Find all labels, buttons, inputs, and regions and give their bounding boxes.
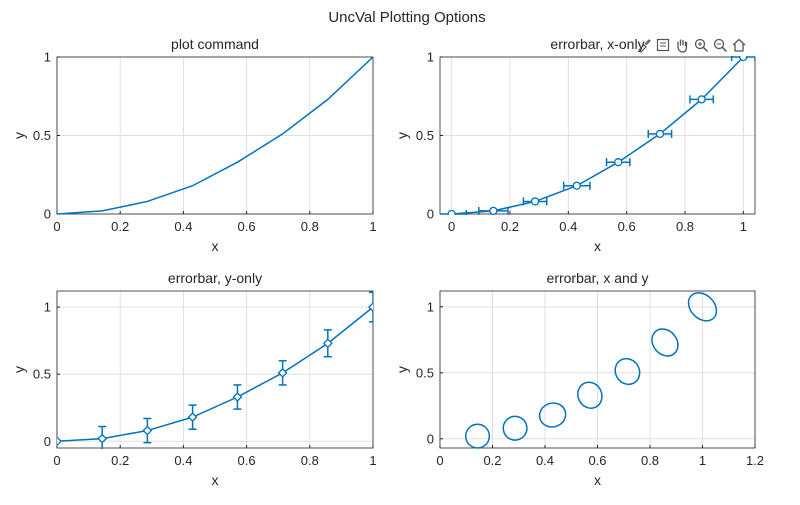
x-tick-label: 0.4: [174, 219, 192, 234]
x-tick-label: 0.2: [111, 453, 129, 468]
y-tick-label: 0: [44, 207, 51, 222]
data-point: [142, 425, 153, 436]
data-point: [697, 95, 706, 104]
data-point: [530, 197, 540, 206]
axes-3: 0 0.2 0.4 0.6 0.8 1 0 0.5 1 errorbar, y-only x y: [11, 270, 377, 488]
data-point: [489, 206, 498, 215]
x-axis-label: x: [212, 472, 219, 488]
y-tick-label: 1: [427, 299, 434, 314]
figure-title: UncVal Plotting Options: [328, 9, 485, 26]
x-axis-label: x: [594, 238, 601, 254]
y-tick-label: 1: [44, 300, 51, 315]
axes-title: errorbar, x and y: [547, 270, 649, 286]
x-tick-label: 0.8: [301, 219, 319, 234]
uncertainty-ellipse: [614, 357, 641, 386]
data-layer: [440, 56, 755, 215]
x-axis-label: x: [594, 472, 601, 488]
series-line: [451, 56, 744, 215]
data-point: [322, 338, 333, 349]
brush-icon[interactable]: [636, 37, 652, 53]
uncertainty-ellipse: [502, 415, 528, 441]
x-tick-label: 0.6: [238, 219, 256, 234]
x-tick-label: 0.6: [238, 453, 256, 468]
home-icon[interactable]: [731, 37, 747, 53]
axes-title: errorbar, x-only: [550, 36, 644, 52]
zoom-in-icon[interactable]: [693, 37, 709, 53]
y-tick-label: 1: [44, 50, 51, 65]
y-tick-label: 0.5: [416, 128, 434, 143]
uncertainty-ellipse: [651, 328, 679, 357]
data-layer: [464, 292, 718, 449]
data-point: [655, 129, 665, 139]
series-line: [57, 56, 373, 215]
y-tick-label: 0.5: [33, 128, 51, 143]
x-tick-label: 0: [448, 219, 455, 234]
x-tick-label: 0: [53, 453, 60, 468]
y-axis-label: y: [394, 366, 410, 373]
x-tick-label: 1: [369, 219, 376, 234]
x-tick-label: 0.4: [174, 453, 192, 468]
axes-1: 0 0.2 0.4 0.6 0.8 1 0 0.5 1 plot command x y: [11, 36, 377, 254]
x-tick-label: 0.2: [501, 219, 519, 234]
axes-2: 0 0.2 0.4 0.6 0.8 1 0 0.5 1 errorbar, x-only x y: [394, 36, 756, 254]
plot-area: [57, 291, 373, 448]
data-point: [187, 412, 198, 423]
uncertainty-ellipse: [538, 402, 567, 428]
y-tick-label: 0.5: [33, 367, 51, 382]
x-tick-label: 1: [740, 219, 747, 234]
axes-toolbar: [636, 36, 747, 54]
y-tick-label: 0.5: [416, 365, 434, 380]
axes-title: errorbar, y-only: [168, 270, 262, 286]
x-tick-label: 0.4: [559, 219, 577, 234]
data-point: [368, 302, 373, 313]
y-axis-label: y: [394, 132, 410, 139]
datatip-icon[interactable]: [655, 37, 671, 53]
data-point: [97, 433, 108, 444]
data-point: [277, 367, 288, 378]
uncertainty-ellipse: [687, 292, 718, 322]
x-tick-label: 0.8: [641, 453, 659, 468]
x-axis-label: x: [212, 238, 219, 254]
data-layer: [57, 56, 373, 215]
x-tick-label: 0.2: [483, 453, 501, 468]
data-point: [447, 209, 456, 215]
axes-4: 0 0.2 0.4 0.6 0.8 1 1.2 0 0.5 1 errorbar, x and y x…: [394, 270, 764, 488]
series-line: [57, 306, 373, 443]
axes-box: [56, 290, 374, 449]
x-tick-label: 0: [53, 219, 60, 234]
uncertainty-ellipse: [464, 423, 491, 449]
x-tick-label: 1: [369, 453, 376, 468]
x-tick-label: 0.8: [301, 453, 319, 468]
x-tick-label: 1: [699, 453, 706, 468]
data-layer: [57, 291, 373, 449]
x-tick-label: 0.4: [536, 453, 554, 468]
y-tick-label: 0: [427, 207, 434, 222]
pan-hand-icon[interactable]: [674, 37, 690, 53]
data-point: [572, 181, 581, 190]
data-point: [57, 436, 62, 447]
data-point: [614, 158, 623, 167]
data-point: [232, 392, 243, 402]
y-axis-label: y: [11, 132, 27, 139]
y-tick-label: 1: [427, 50, 434, 65]
x-tick-label: 0.6: [588, 453, 606, 468]
x-tick-label: 0: [436, 453, 443, 468]
y-axis-label: y: [11, 366, 27, 373]
data-point: [739, 56, 748, 62]
zoom-out-icon[interactable]: [712, 37, 728, 53]
x-tick-label: 0.6: [618, 219, 636, 234]
y-tick-label: 0: [44, 434, 51, 449]
y-tick-label: 0: [427, 431, 434, 446]
x-tick-label: 0.2: [111, 219, 129, 234]
x-tick-label: 0.8: [676, 219, 694, 234]
x-tick-label: 1.2: [746, 453, 764, 468]
uncertainty-ellipse: [577, 381, 603, 409]
axes-title: plot command: [171, 36, 259, 52]
